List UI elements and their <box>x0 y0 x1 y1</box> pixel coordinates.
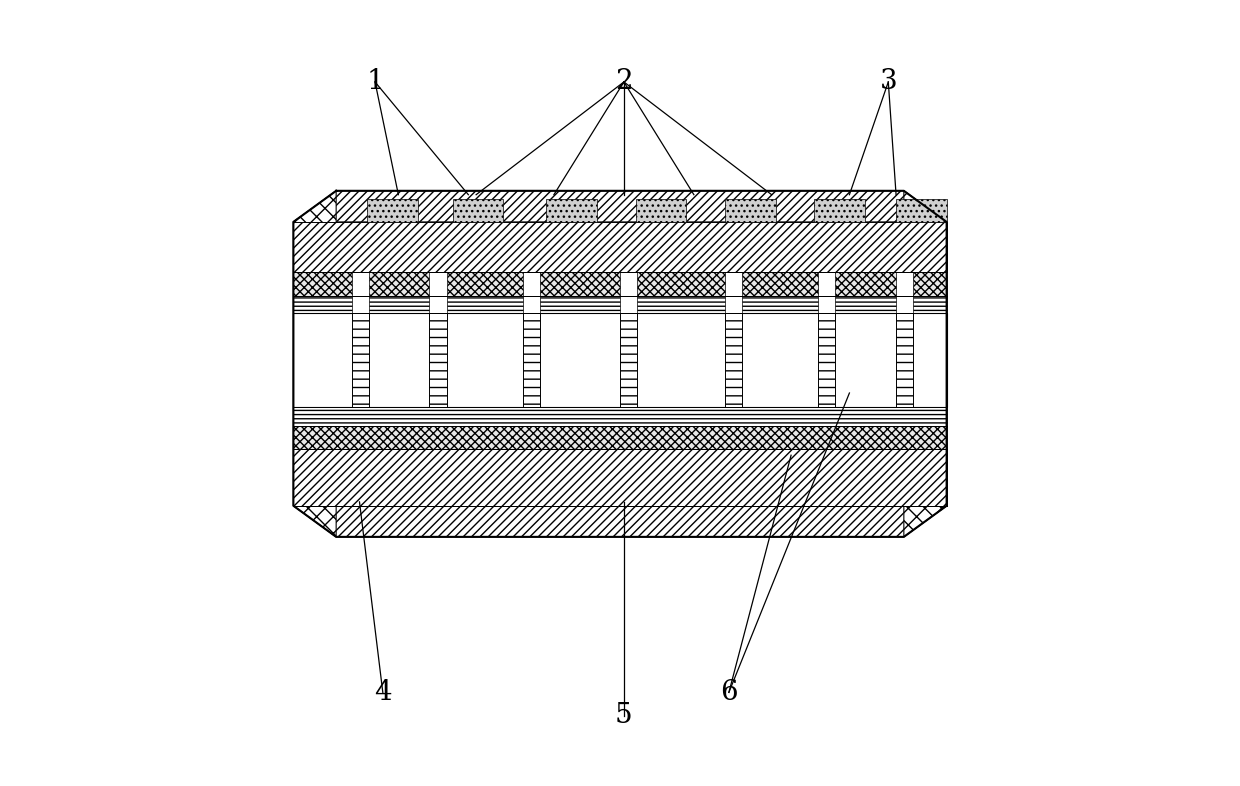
Text: 1: 1 <box>366 68 384 95</box>
Bar <box>352 313 368 407</box>
Text: 2: 2 <box>615 68 632 95</box>
Bar <box>294 296 946 313</box>
Polygon shape <box>294 191 946 222</box>
Polygon shape <box>636 199 686 222</box>
Bar <box>294 313 946 407</box>
Bar <box>294 449 946 505</box>
Bar <box>294 426 946 449</box>
Polygon shape <box>294 191 336 537</box>
Text: 3: 3 <box>879 68 897 95</box>
Bar <box>725 273 742 313</box>
Polygon shape <box>546 199 596 222</box>
Polygon shape <box>904 191 946 537</box>
Bar <box>818 273 836 313</box>
Bar <box>523 313 539 407</box>
Bar <box>620 273 637 313</box>
Polygon shape <box>897 199 946 222</box>
Polygon shape <box>725 199 775 222</box>
Bar <box>294 222 946 273</box>
Bar <box>897 273 913 313</box>
Polygon shape <box>815 199 866 222</box>
Bar <box>352 273 368 313</box>
Bar <box>429 273 446 313</box>
Polygon shape <box>367 199 418 222</box>
Bar <box>294 273 946 296</box>
Polygon shape <box>453 199 503 222</box>
Text: 4: 4 <box>374 679 392 706</box>
Text: 5: 5 <box>615 702 632 729</box>
Bar <box>294 407 946 426</box>
Bar <box>620 313 637 407</box>
Bar <box>523 273 539 313</box>
Bar <box>818 313 836 407</box>
Bar <box>429 313 446 407</box>
Polygon shape <box>294 505 946 537</box>
Text: 6: 6 <box>720 679 738 706</box>
Bar <box>897 313 913 407</box>
Bar <box>725 313 742 407</box>
